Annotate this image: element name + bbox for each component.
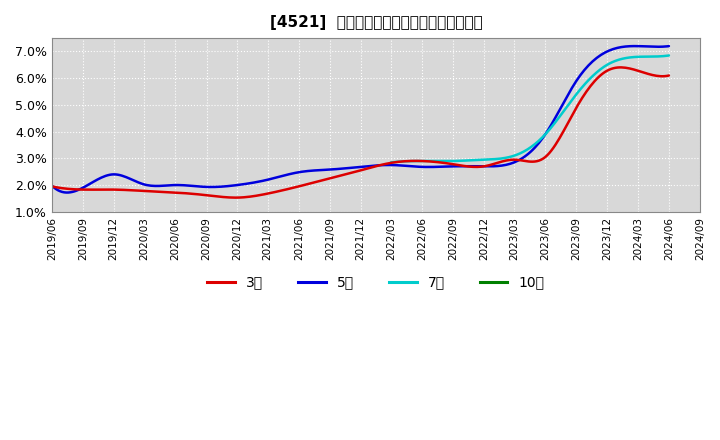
Legend: 3年, 5年, 7年, 10年: 3年, 5年, 7年, 10年 — [202, 270, 550, 295]
Title: [4521]  経常利益マージンの標準偏差の推移: [4521] 経常利益マージンの標準偏差の推移 — [269, 15, 482, 30]
